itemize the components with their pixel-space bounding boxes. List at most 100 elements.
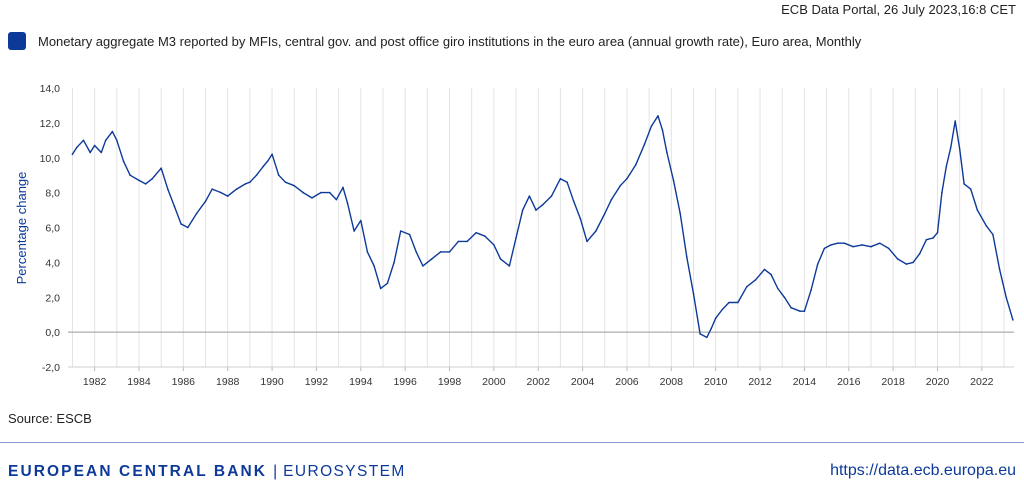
data-point[interactable] xyxy=(604,212,606,215)
data-point[interactable] xyxy=(220,191,222,194)
data-point[interactable] xyxy=(277,174,280,176)
data-point[interactable] xyxy=(211,188,213,190)
data-point[interactable] xyxy=(249,181,251,183)
data-point[interactable] xyxy=(998,268,1001,271)
data-point[interactable] xyxy=(160,167,162,169)
data-point[interactable] xyxy=(138,179,140,182)
data-point[interactable] xyxy=(493,244,495,246)
data-point[interactable] xyxy=(195,212,198,215)
data-point[interactable] xyxy=(386,282,389,285)
data-point[interactable] xyxy=(302,191,304,194)
data-point[interactable] xyxy=(661,129,664,131)
data-point[interactable] xyxy=(586,240,588,243)
data-point[interactable] xyxy=(521,209,524,211)
data-point[interactable] xyxy=(666,151,668,154)
data-point[interactable] xyxy=(626,177,628,180)
data-point[interactable] xyxy=(122,160,125,162)
data-point[interactable] xyxy=(116,139,118,142)
data-point[interactable] xyxy=(745,286,748,288)
data-point[interactable] xyxy=(861,244,863,246)
data-point[interactable] xyxy=(399,230,402,232)
data-point[interactable] xyxy=(783,296,786,299)
data-point[interactable] xyxy=(950,146,952,149)
series-line[interactable] xyxy=(71,115,1014,339)
data-point[interactable] xyxy=(945,165,948,168)
data-point[interactable] xyxy=(342,186,344,189)
data-point[interactable] xyxy=(941,191,943,194)
data-point[interactable] xyxy=(284,181,287,183)
data-point[interactable] xyxy=(1005,296,1007,299)
data-point[interactable] xyxy=(932,237,934,239)
data-point[interactable] xyxy=(954,120,956,122)
data-point[interactable] xyxy=(823,247,826,250)
data-point[interactable] xyxy=(366,251,369,253)
data-point[interactable] xyxy=(311,197,313,199)
data-point[interactable] xyxy=(985,225,988,227)
data-point[interactable] xyxy=(320,191,322,194)
data-point[interactable] xyxy=(528,195,531,197)
data-point[interactable] xyxy=(816,263,819,265)
data-point[interactable] xyxy=(610,198,613,201)
data-point[interactable] xyxy=(918,252,921,255)
data-point[interactable] xyxy=(879,242,881,244)
data-point[interactable] xyxy=(415,251,418,253)
data-point[interactable] xyxy=(550,195,553,197)
data-point[interactable] xyxy=(144,183,147,185)
data-point[interactable] xyxy=(293,184,296,187)
data-point[interactable] xyxy=(328,191,331,194)
ecb-logo-text[interactable]: EUROPEAN CENTRAL BANK | EUROSYSTEM xyxy=(8,463,406,481)
data-point[interactable] xyxy=(373,265,375,267)
data-point[interactable] xyxy=(262,165,265,168)
chart-legend[interactable]: Monetary aggregate M3 reported by MFIs, … xyxy=(8,32,861,50)
data-point[interactable] xyxy=(475,231,477,234)
data-point[interactable] xyxy=(870,245,872,248)
data-point[interactable] xyxy=(104,139,107,142)
data-point[interactable] xyxy=(686,256,688,258)
data-point[interactable] xyxy=(650,125,653,128)
data-point[interactable] xyxy=(448,251,451,253)
data-point[interactable] xyxy=(151,177,154,180)
data-point[interactable] xyxy=(255,174,258,176)
data-point[interactable] xyxy=(541,204,544,206)
data-point[interactable] xyxy=(754,279,757,281)
data-point[interactable] xyxy=(843,242,846,244)
data-point[interactable] xyxy=(393,261,395,264)
data-point[interactable] xyxy=(936,231,939,234)
data-point[interactable] xyxy=(353,230,355,232)
data-point[interactable] xyxy=(439,251,442,253)
line-chart[interactable]: -2,0 0,0 2,0 4,0 6,0 8,0 10,0 12,0 14,0 1982 1984 1… xyxy=(0,0,1024,400)
data-point[interactable] xyxy=(466,240,469,243)
data-point[interactable] xyxy=(976,209,979,211)
data-point[interactable] xyxy=(457,240,460,243)
data-point[interactable] xyxy=(836,242,839,244)
legend-label[interactable]: Monetary aggregate M3 reported by MFIs, … xyxy=(38,33,862,49)
data-point[interactable] xyxy=(335,198,338,201)
data-point[interactable] xyxy=(204,200,207,203)
data-point[interactable] xyxy=(635,163,637,166)
data-point[interactable] xyxy=(244,183,247,185)
data-point[interactable] xyxy=(963,183,965,185)
data-point[interactable] xyxy=(226,195,229,197)
data-point[interactable] xyxy=(422,265,424,267)
data-point[interactable] xyxy=(484,235,486,237)
data-point[interactable] xyxy=(89,151,91,154)
data-point[interactable] xyxy=(714,317,717,320)
data-point[interactable] xyxy=(431,258,433,260)
data-point[interactable] xyxy=(619,184,622,187)
data-point[interactable] xyxy=(346,202,349,204)
data-point[interactable] xyxy=(706,336,708,339)
data-point[interactable] xyxy=(799,310,801,313)
data-point[interactable] xyxy=(579,218,582,220)
data-point[interactable] xyxy=(692,293,695,295)
data-point[interactable] xyxy=(721,308,724,311)
data-point[interactable] xyxy=(679,212,681,215)
data-point[interactable] xyxy=(508,265,511,267)
data-point[interactable] xyxy=(657,115,659,117)
data-point[interactable] xyxy=(790,306,792,309)
data-point[interactable] xyxy=(379,287,382,290)
data-point[interactable] xyxy=(71,153,74,156)
data-point[interactable] xyxy=(958,148,961,150)
data-point[interactable] xyxy=(810,289,812,292)
data-point[interactable] xyxy=(235,188,238,190)
data-point[interactable] xyxy=(770,273,772,276)
